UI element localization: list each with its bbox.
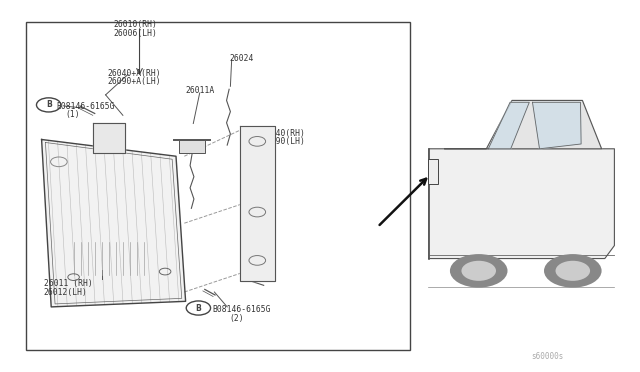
Text: B: B [46, 100, 51, 109]
Circle shape [544, 254, 602, 288]
Text: B08146-6165G: B08146-6165G [56, 102, 115, 111]
Text: (2): (2) [229, 314, 244, 323]
Text: B: B [196, 304, 201, 312]
Circle shape [450, 254, 508, 288]
Polygon shape [445, 100, 602, 149]
Polygon shape [532, 102, 581, 149]
Polygon shape [488, 102, 529, 149]
Text: 26011A: 26011A [186, 86, 215, 94]
Text: 26040(RH): 26040(RH) [261, 129, 305, 138]
Bar [428, 159, 438, 184]
Bar [179, 140, 205, 153]
Polygon shape [429, 149, 614, 259]
Text: B08146-6165G: B08146-6165G [212, 305, 271, 314]
Text: (1): (1) [65, 110, 80, 119]
Text: 26040+A(RH): 26040+A(RH) [108, 69, 161, 78]
Circle shape [461, 261, 496, 281]
Polygon shape [42, 140, 186, 307]
Text: 26006(LH): 26006(LH) [114, 29, 158, 38]
Bar [26, 22, 410, 350]
Text: 26090+A(LH): 26090+A(LH) [108, 77, 161, 86]
Text: s60000s: s60000s [531, 352, 564, 361]
Text: 26012(LH): 26012(LH) [44, 288, 88, 296]
Circle shape [556, 261, 590, 281]
Text: 26010(RH): 26010(RH) [114, 20, 158, 29]
Text: 26024: 26024 [229, 54, 253, 63]
Polygon shape [240, 126, 275, 281]
Polygon shape [93, 123, 125, 153]
Text: 26011 (RH): 26011 (RH) [44, 279, 92, 288]
Text: 26090(LH): 26090(LH) [261, 137, 305, 146]
